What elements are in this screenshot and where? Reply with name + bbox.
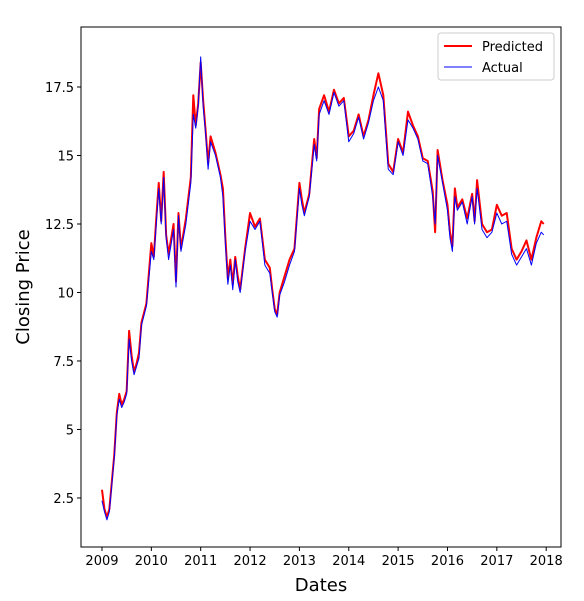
x-tick-label: 2017 — [480, 554, 513, 569]
legend: Predicted Actual — [437, 32, 555, 81]
x-tick-label: 2011 — [184, 554, 217, 569]
x-tick-label: 2013 — [283, 554, 316, 569]
y-tick-label: 10 — [57, 286, 74, 301]
x-tick-label: 2014 — [332, 554, 365, 569]
y-axis-label: Closing Price — [13, 229, 34, 344]
y-tick-label: 7.5 — [53, 355, 74, 370]
series-line — [101, 56, 545, 521]
x-tick-label: 2015 — [382, 554, 415, 569]
x-tick-label: 2009 — [85, 554, 118, 569]
x-tick-label: 2016 — [431, 554, 464, 569]
y-tick-label: 5 — [66, 423, 74, 438]
series-line — [100, 61, 545, 519]
x-tick-label: 2012 — [234, 554, 267, 569]
legend-label: Predicted — [482, 40, 543, 55]
x-tick-label: 2018 — [530, 554, 563, 569]
y-tick-label: 12.5 — [45, 218, 74, 233]
legend-label: Actual — [482, 61, 523, 76]
x-axis-label: Dates — [295, 575, 347, 596]
y-tick-label: 15 — [57, 149, 74, 164]
y-tick-label: 2.5 — [53, 492, 74, 507]
legend-box — [437, 32, 555, 81]
y-tick-label: 17.5 — [45, 81, 74, 96]
x-tick-label: 2010 — [135, 554, 168, 569]
plot-frame — [80, 26, 562, 548]
